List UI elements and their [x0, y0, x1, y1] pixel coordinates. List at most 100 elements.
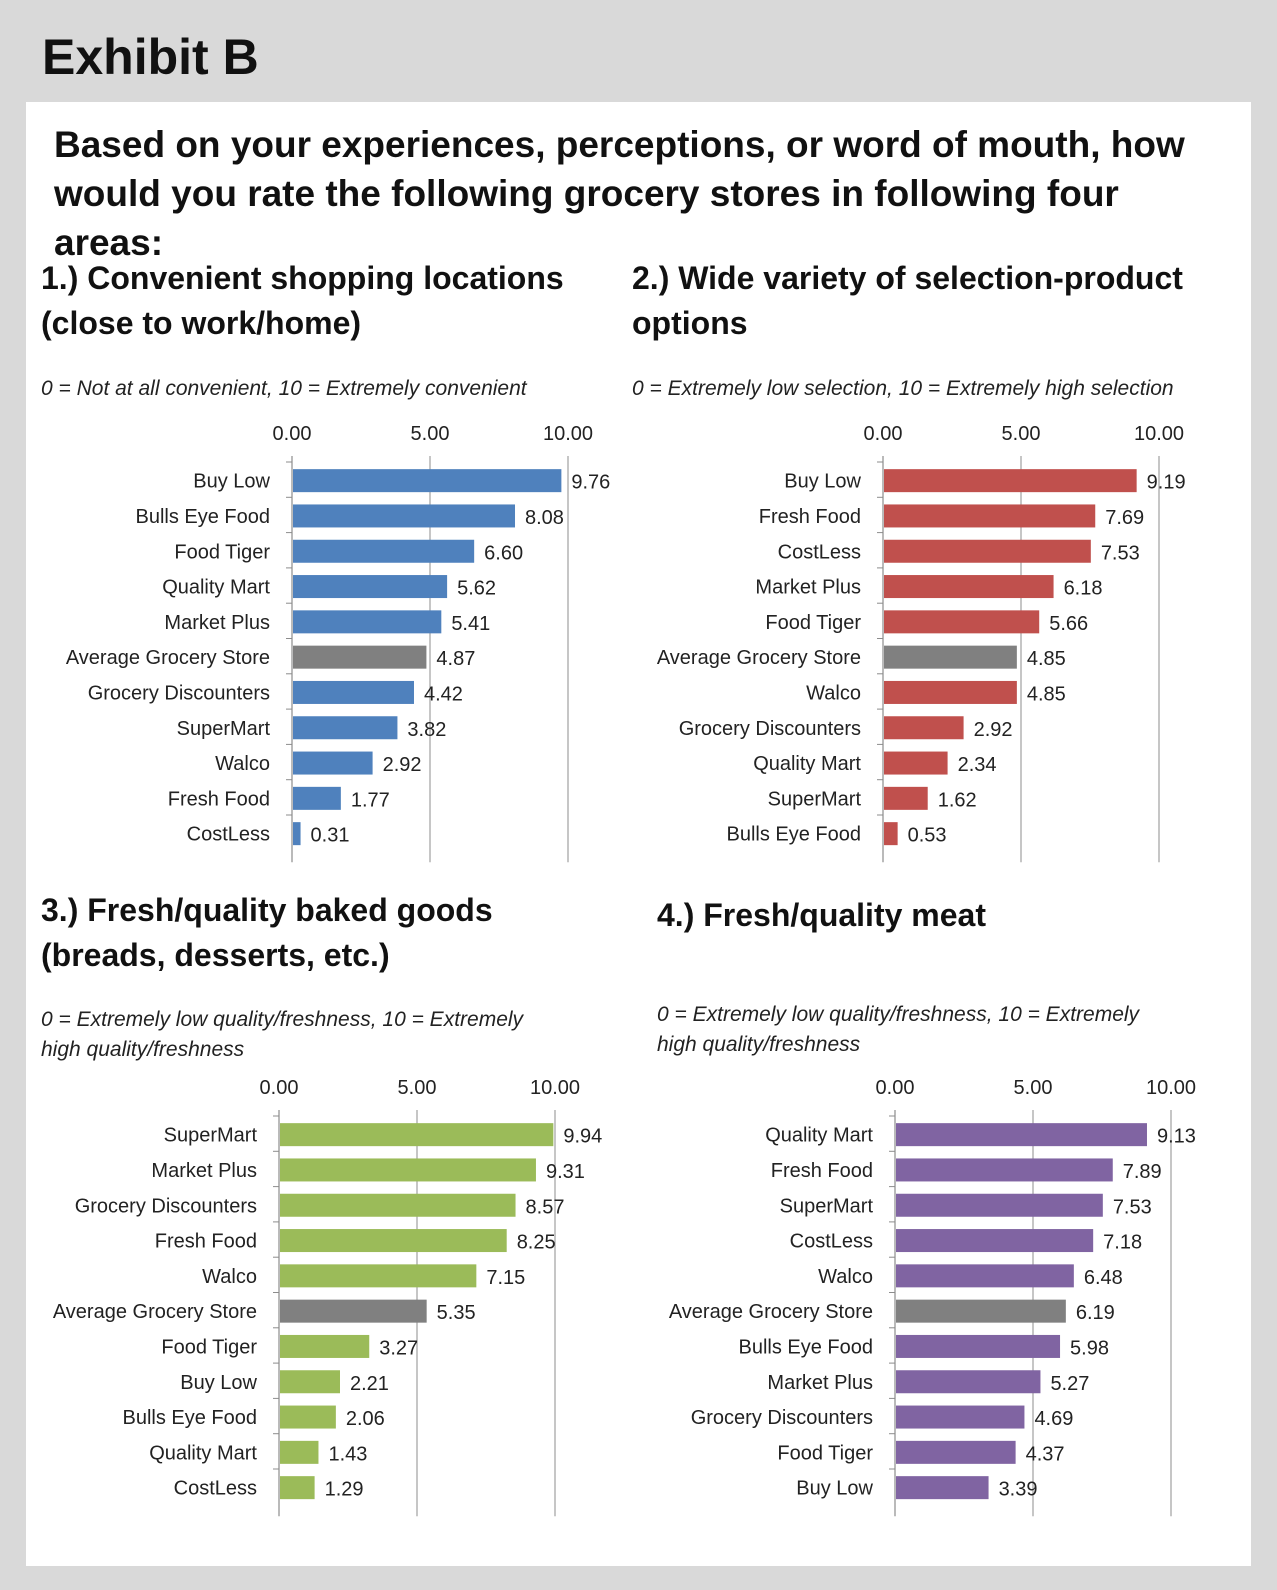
chart-2-value-label: 2.92: [974, 719, 1013, 741]
chart-4-category-label: Market Plus: [767, 1372, 873, 1394]
chart-3-value-label: 5.35: [437, 1302, 476, 1324]
chart-2-tick-label: 0.00: [864, 423, 903, 445]
chart-1-value-label: 5.62: [457, 578, 496, 600]
chart-1-value-label: 4.42: [424, 683, 463, 705]
chart-1-bar: [293, 645, 427, 669]
chart-2-scale-line1: 0 = Extremely low selection, 10 = Extrem…: [632, 377, 1174, 400]
chart-4-value-label: 9.13: [1157, 1126, 1196, 1148]
chart-2-value-label: 0.53: [908, 825, 947, 847]
chart-4-bar: [896, 1334, 1061, 1358]
chart-3-scale-line2: high quality/freshness: [41, 1038, 245, 1061]
chart-3-category-label: CostLess: [174, 1478, 257, 1500]
chart-2-category-label: Bulls Eye Food: [726, 824, 861, 846]
chart-4-scale-line2: high quality/freshness: [657, 1033, 861, 1056]
chart-4-category-label: CostLess: [790, 1231, 873, 1253]
chart-2-category-label: Fresh Food: [759, 506, 861, 528]
chart-3-bar: [280, 1264, 477, 1288]
chart-3-bar: [280, 1405, 336, 1429]
chart-4-title: 4.) Fresh/quality meat: [657, 893, 986, 938]
chart-1-value-label: 6.60: [484, 542, 523, 564]
chart-4-bar: [896, 1440, 1016, 1464]
chart-1-tick-label: 10.00: [543, 423, 593, 445]
chart-3-category-label: Average Grocery Store: [53, 1301, 257, 1323]
chart-4-value-label: 5.98: [1070, 1337, 1109, 1359]
chart-3-bar: [280, 1299, 427, 1323]
chart-4-value-label: 6.48: [1084, 1267, 1123, 1289]
chart-1-category-label: Average Grocery Store: [66, 647, 270, 669]
chart-4-category-label: Walco: [818, 1266, 873, 1288]
chart-1-bar: [293, 539, 475, 563]
chart-4-category-label: Buy Low: [796, 1478, 873, 1500]
chart-2-bar: [884, 786, 928, 810]
chart-4-category-label: Bulls Eye Food: [738, 1336, 873, 1358]
chart-1-bar: [293, 680, 414, 704]
chart-3-category-label: Walco: [202, 1266, 257, 1288]
chart-3-value-label: 9.31: [546, 1161, 585, 1183]
chart-2-category-label: Grocery Discounters: [679, 718, 861, 740]
chart-4-category-label: SuperMart: [780, 1195, 874, 1217]
chart-4-value-label: 4.37: [1026, 1443, 1065, 1465]
chart-2-bar: [884, 716, 964, 740]
chart-2-value-label: 9.19: [1147, 472, 1186, 494]
chart-1-bar: [293, 504, 516, 528]
chart-4-bar: [896, 1370, 1041, 1394]
chart-3-value-label: 7.15: [486, 1267, 525, 1289]
chart-4-category-label: Fresh Food: [771, 1160, 873, 1182]
chart-2-value-label: 4.85: [1027, 648, 1066, 670]
chart-4-bar: [896, 1123, 1147, 1147]
chart-3-scale-note: 0 = Extremely low quality/freshness, 10 …: [41, 1005, 523, 1065]
chart-1-scale-note: 0 = Not at all convenient, 10 = Extremel…: [41, 374, 527, 404]
chart-3-bar: [280, 1476, 315, 1500]
chart-1-value-label: 3.82: [407, 719, 446, 741]
chart-3-category-label: Buy Low: [180, 1372, 257, 1394]
chart-3-category-label: Quality Mart: [149, 1442, 257, 1464]
chart-4-tick-label: 5.00: [1014, 1077, 1053, 1099]
chart-3-title: 3.) Fresh/quality baked goods (breads, d…: [41, 888, 493, 978]
chart-4-category-label: Food Tiger: [777, 1442, 873, 1464]
chart-4-scale-note: 0 = Extremely low quality/freshness, 10 …: [657, 1000, 1139, 1060]
chart-1-tick-label: 0.00: [273, 423, 312, 445]
chart-2-title: 2.) Wide variety of selection-product op…: [632, 256, 1183, 346]
chart-2-value-label: 6.18: [1064, 578, 1103, 600]
chart-4-value-label: 7.89: [1123, 1161, 1162, 1183]
chart-3-value-label: 1.29: [325, 1479, 364, 1501]
chart-4-bar: [896, 1193, 1103, 1217]
chart-3-value-label: 8.25: [517, 1232, 556, 1254]
chart-1-category-label: Walco: [215, 753, 270, 775]
chart-1-bar: [293, 822, 301, 846]
chart-1-category-label: SuperMart: [177, 718, 271, 740]
chart-1-bar: [293, 469, 562, 493]
chart-3-category-label: SuperMart: [164, 1125, 258, 1147]
chart-2-bar: [884, 751, 948, 775]
chart-2-value-label: 4.85: [1027, 683, 1066, 705]
chart-3-bar: [280, 1440, 319, 1464]
chart-1-category-label: Market Plus: [164, 612, 270, 634]
chart-1-category-label: Fresh Food: [168, 788, 270, 810]
chart-1-bar: [293, 575, 448, 599]
chart-1-title: 1.) Convenient shopping locations (close…: [41, 256, 564, 346]
chart-4-tick-label: 10.00: [1146, 1077, 1196, 1099]
chart-2-category-label: Quality Mart: [753, 753, 861, 775]
chart-3-category-label: Fresh Food: [155, 1231, 257, 1253]
chart-4-bar: [896, 1476, 989, 1500]
chart-2-bar: [884, 645, 1017, 669]
chart-4-value-label: 5.27: [1050, 1373, 1089, 1395]
chart-4-category-label: Quality Mart: [765, 1125, 873, 1147]
chart-3-tick-label: 10.00: [530, 1077, 580, 1099]
chart-4-value-label: 3.39: [999, 1479, 1038, 1501]
chart-4-value-label: 7.18: [1103, 1232, 1142, 1254]
chart-2-bar: [884, 539, 1091, 563]
chart-1-value-label: 8.08: [525, 507, 564, 529]
chart-4-value-label: 6.19: [1076, 1302, 1115, 1324]
chart-3-value-label: 2.21: [350, 1373, 389, 1395]
chart-4-category-label: Grocery Discounters: [691, 1407, 873, 1429]
chart-2-bar: [884, 822, 898, 846]
exhibit-title: Exhibit B: [42, 29, 259, 85]
chart-3-value-label: 3.27: [379, 1337, 418, 1359]
chart-4-title-line1: 4.) Fresh/quality meat: [657, 897, 986, 933]
chart-4-value-label: 7.53: [1113, 1196, 1152, 1218]
chart-2-tick-label: 10.00: [1134, 423, 1184, 445]
chart-3-scale-line1: 0 = Extremely low quality/freshness, 10 …: [41, 1008, 524, 1031]
chart-2-category-label: Market Plus: [755, 577, 861, 599]
